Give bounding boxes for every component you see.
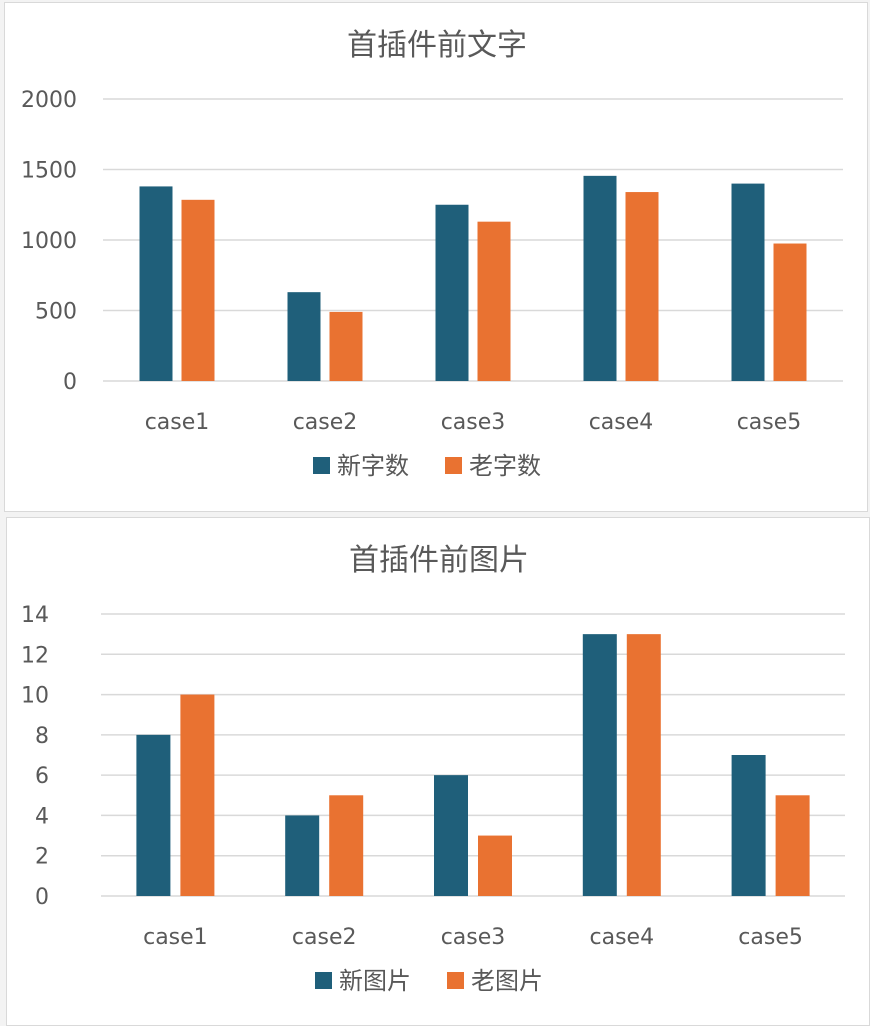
- bar-case3-老图片: [478, 835, 512, 896]
- y-tick-label: 500: [35, 300, 77, 325]
- chart-title: 首插件前文字: [347, 28, 527, 63]
- bar-case2-新图片: [285, 815, 320, 896]
- legend-label: 老字数: [469, 452, 541, 480]
- y-tick-label: 1000: [21, 229, 77, 254]
- bar-case1-新图片: [136, 734, 171, 896]
- y-tick-label: 0: [35, 885, 49, 910]
- bar-case3-老字数: [477, 221, 511, 381]
- legend-swatch: [445, 457, 462, 474]
- bar-case5-新图片: [731, 755, 766, 896]
- bar-case5-老图片: [775, 795, 810, 896]
- bar-case4-新图片: [582, 634, 617, 896]
- legend-swatch: [315, 972, 332, 989]
- chart-panel-text: 首插件前文字 0 500 1000 1500 2000 case1 case2 case3 ca…: [4, 2, 868, 512]
- y-tick-label: 14: [21, 603, 49, 628]
- y-tick-label: 2: [35, 845, 49, 870]
- bar-case4-新字数: [583, 175, 617, 381]
- x-category-label: case1: [145, 410, 210, 435]
- x-category-label: case5: [738, 925, 803, 950]
- y-tick-label: 0: [63, 370, 77, 395]
- y-tick-label: 4: [35, 804, 49, 829]
- x-category-label: case2: [293, 410, 358, 435]
- bar-case2-新字数: [287, 292, 321, 381]
- bar-case4-老字数: [625, 192, 659, 381]
- x-category-label: case3: [441, 925, 506, 950]
- chart-text-count: 首插件前文字 0 500 1000 1500 2000 case1 case2 case3 ca…: [21, 28, 843, 480]
- bar-case3-新字数: [435, 204, 469, 381]
- chart-panel-images: 首插件前图片 0 2 4 6 8 10 12 14 case1 case2 case3 case4 ca…: [6, 517, 870, 1026]
- x-category-label: case2: [292, 925, 357, 950]
- bar-case3-新图片: [434, 775, 468, 896]
- y-tick-label: 2000: [21, 88, 77, 113]
- chart-image-count: 首插件前图片 0 2 4 6 8 10 12 14 case1 case2 case3 case4 ca…: [21, 543, 845, 995]
- x-category-label: case3: [441, 410, 506, 435]
- legend-swatch: [313, 457, 330, 474]
- bar-case2-老图片: [329, 795, 364, 896]
- legend-swatch: [447, 972, 464, 989]
- x-category-label: case5: [737, 410, 802, 435]
- bar-case1-老字数: [181, 199, 215, 381]
- y-tick-label: 6: [35, 764, 49, 789]
- y-tick-label: 1500: [21, 159, 77, 184]
- bar-case1-老图片: [180, 694, 215, 896]
- x-category-label: case4: [590, 925, 655, 950]
- x-category-label: case1: [143, 925, 208, 950]
- chart-title: 首插件前图片: [349, 543, 529, 578]
- bar-case2-老字数: [329, 311, 363, 381]
- legend-label: 新图片: [339, 967, 411, 995]
- y-tick-label: 8: [35, 724, 49, 749]
- legend-label: 老图片: [471, 967, 543, 995]
- bar-case4-老图片: [626, 634, 661, 896]
- y-tick-label: 12: [21, 643, 49, 668]
- bar-case1-新字数: [139, 186, 173, 381]
- y-tick-label: 10: [21, 684, 49, 709]
- bar-case5-老字数: [773, 243, 807, 381]
- bar-case5-新字数: [731, 183, 765, 381]
- x-category-label: case4: [589, 410, 654, 435]
- legend-label: 新字数: [337, 452, 409, 480]
